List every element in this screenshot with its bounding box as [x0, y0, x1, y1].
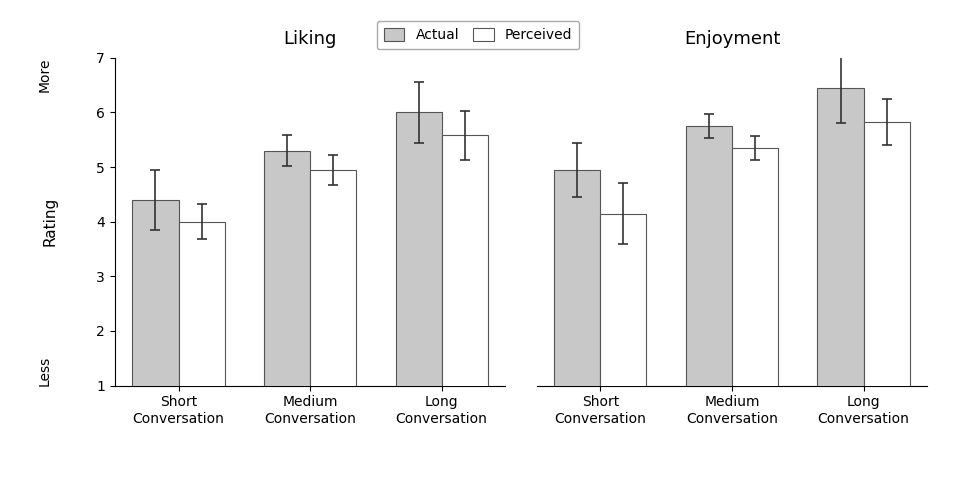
Bar	[264, 151, 310, 440]
Bar	[686, 126, 732, 440]
Title: Liking: Liking	[283, 30, 337, 48]
Bar	[732, 148, 778, 440]
Legend: Actual, Perceived: Actual, Perceived	[377, 21, 579, 49]
Bar	[863, 122, 909, 440]
Title: Enjoyment: Enjoyment	[684, 30, 780, 48]
Text: More: More	[37, 58, 52, 93]
Bar	[554, 170, 600, 440]
Bar	[310, 170, 356, 440]
Bar	[179, 222, 225, 440]
Bar	[600, 214, 646, 440]
Bar	[442, 135, 488, 440]
Text: Less: Less	[37, 355, 52, 386]
Bar	[817, 88, 863, 440]
Y-axis label: Rating: Rating	[42, 197, 57, 246]
Bar	[133, 200, 179, 440]
Bar	[396, 112, 442, 440]
